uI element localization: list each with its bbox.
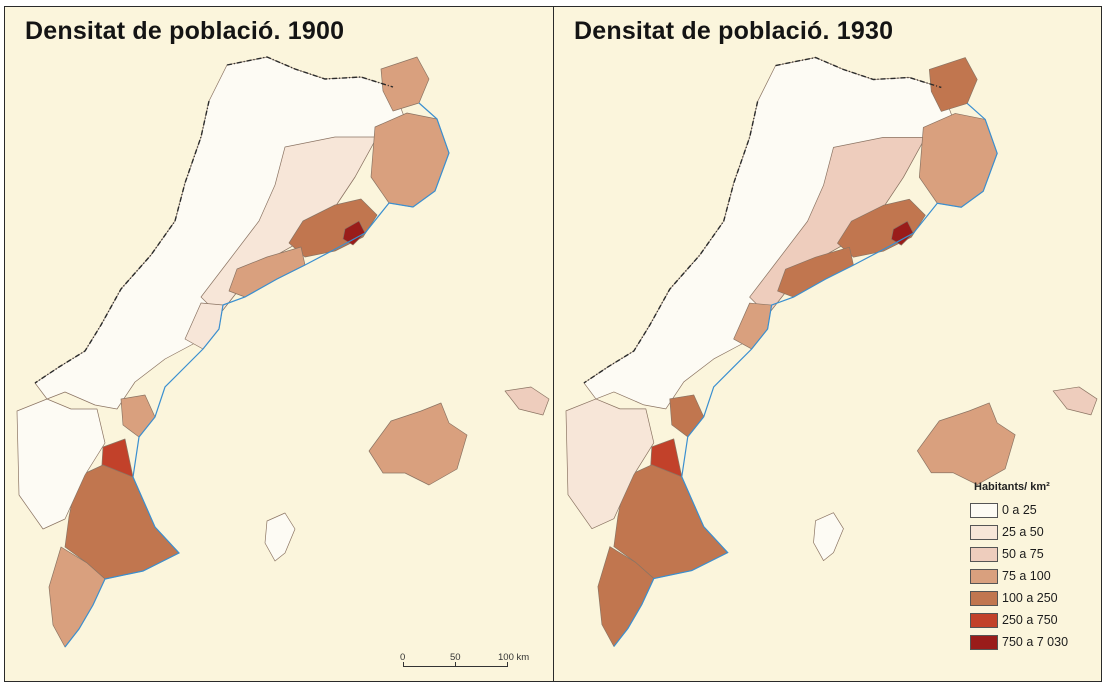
scale-label-100: 100 km [498, 652, 530, 663]
legend-label: 750 a 7 030 [1002, 635, 1069, 649]
panel-1930: Densitat de població. 1930 Habitants/ km… [554, 7, 1101, 681]
legend-swatch [970, 590, 998, 606]
region-girona-coast [918, 113, 998, 208]
legend-item: 50 a 75 [970, 543, 1098, 565]
scale-tick-100 [507, 662, 508, 667]
scale-label-50: 50 [450, 652, 461, 663]
political-border [34, 56, 394, 384]
region-girona-coast [370, 112, 450, 208]
legend-swatch [970, 612, 998, 628]
coastline [613, 102, 998, 647]
legend-swatch [970, 502, 998, 518]
scale-bar: 0 50 100 km [397, 652, 537, 674]
scale-label-0: 0 [400, 652, 406, 663]
scale-tick-50 [455, 662, 456, 667]
region-menorca [504, 386, 550, 416]
legend-item: 750 a 7 030 [970, 631, 1098, 653]
regions [16, 56, 550, 648]
panel-title-1930: Densitat de població. 1930 [574, 17, 894, 45]
panel-1900: Densitat de població. 1900 0 50 100 km [5, 7, 554, 681]
region-barcelona-city [891, 220, 914, 246]
region-menorca [1052, 386, 1098, 416]
region-barcelona-metro [288, 198, 378, 258]
region-northeast-cap-creus [928, 57, 978, 112]
legend-label: 250 a 750 [1002, 613, 1058, 627]
map-frame: Densitat de població. 1900 0 50 100 km D… [4, 6, 1102, 682]
region-eivissa [813, 512, 844, 561]
region-castello-coast [120, 394, 156, 438]
scale-tick-0 [403, 662, 404, 667]
legend-item: 0 a 25 [970, 499, 1098, 521]
region-interior-south [565, 398, 655, 530]
legend-swatch [970, 568, 998, 584]
region-interior-south [16, 398, 106, 530]
coastline [64, 102, 450, 648]
map-1900 [16, 56, 550, 648]
legend-swatch [970, 524, 998, 540]
legend-item: 25 a 50 [970, 521, 1098, 543]
region-mallorca [368, 402, 468, 486]
region-barcelona-metro [837, 198, 926, 258]
region-mallorca [916, 402, 1016, 486]
legend-swatch [970, 546, 998, 562]
regions [565, 57, 1098, 647]
map-1930 [565, 56, 1098, 647]
region-barcelona-city [342, 220, 366, 246]
legend-label: 50 a 75 [1002, 547, 1044, 561]
region-castello-coast [669, 394, 705, 438]
region-eivissa [264, 512, 296, 562]
legend-label: 75 a 100 [1002, 569, 1051, 583]
legend-item: 250 a 750 [970, 609, 1098, 631]
legend-item: 75 a 100 [970, 565, 1098, 587]
legend: Habitants/ km² 0 a 25 25 a 50 50 a 75 75… [970, 481, 1098, 653]
political-border [583, 56, 942, 384]
legend-label: 25 a 50 [1002, 525, 1044, 539]
legend-title: Habitants/ km² [974, 481, 1050, 493]
legend-item: 100 a 250 [970, 587, 1098, 609]
panel-title-1900: Densitat de població. 1900 [25, 17, 345, 45]
legend-swatch [970, 634, 998, 650]
legend-label: 100 a 250 [1002, 591, 1058, 605]
legend-label: 0 a 25 [1002, 503, 1037, 517]
